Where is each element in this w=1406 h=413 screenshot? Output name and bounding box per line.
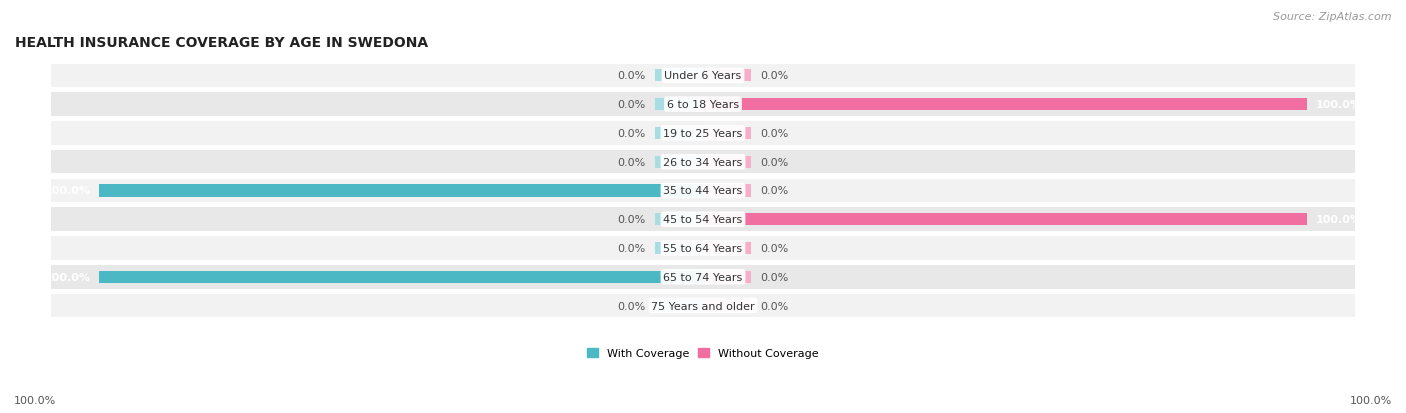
Text: 100.0%: 100.0% (45, 272, 90, 282)
Text: 19 to 25 Years: 19 to 25 Years (664, 128, 742, 139)
Text: 0.0%: 0.0% (761, 128, 789, 139)
Bar (655, 242, 703, 254)
Text: 0.0%: 0.0% (761, 272, 789, 282)
Text: 0.0%: 0.0% (617, 71, 645, 81)
Bar (703, 156, 751, 169)
Bar (655, 300, 703, 312)
Bar (51, 151, 1355, 174)
Bar (703, 271, 751, 283)
Bar (51, 64, 1355, 88)
Bar (51, 122, 1355, 145)
Text: HEALTH INSURANCE COVERAGE BY AGE IN SWEDONA: HEALTH INSURANCE COVERAGE BY AGE IN SWED… (15, 36, 427, 50)
Bar (703, 128, 751, 140)
Text: 0.0%: 0.0% (617, 100, 645, 110)
Bar (51, 208, 1355, 231)
Bar (100, 271, 703, 283)
Text: 100.0%: 100.0% (1350, 395, 1392, 405)
Text: Source: ZipAtlas.com: Source: ZipAtlas.com (1274, 12, 1392, 22)
Bar (655, 70, 703, 82)
Bar (703, 99, 1306, 111)
Bar (655, 99, 703, 111)
Text: 100.0%: 100.0% (1316, 100, 1361, 110)
Bar (655, 156, 703, 169)
Bar (703, 185, 751, 197)
Bar (51, 93, 1355, 117)
Text: 0.0%: 0.0% (617, 128, 645, 139)
Text: 75 Years and older: 75 Years and older (651, 301, 755, 311)
Bar (100, 185, 703, 197)
Text: 0.0%: 0.0% (761, 301, 789, 311)
Text: 6 to 18 Years: 6 to 18 Years (666, 100, 740, 110)
Legend: With Coverage, Without Coverage: With Coverage, Without Coverage (582, 344, 824, 363)
Bar (703, 70, 751, 82)
Bar (51, 179, 1355, 203)
Bar (703, 300, 751, 312)
Bar (703, 242, 751, 254)
Text: 0.0%: 0.0% (617, 301, 645, 311)
Bar (703, 214, 1306, 226)
Text: 0.0%: 0.0% (761, 157, 789, 167)
Bar (655, 128, 703, 140)
Bar (655, 214, 703, 226)
Text: 0.0%: 0.0% (761, 186, 789, 196)
Text: Under 6 Years: Under 6 Years (665, 71, 741, 81)
Text: 45 to 54 Years: 45 to 54 Years (664, 215, 742, 225)
Bar (51, 237, 1355, 260)
Text: 0.0%: 0.0% (617, 157, 645, 167)
Text: 100.0%: 100.0% (45, 186, 90, 196)
Text: 26 to 34 Years: 26 to 34 Years (664, 157, 742, 167)
Text: 0.0%: 0.0% (761, 71, 789, 81)
Text: 65 to 74 Years: 65 to 74 Years (664, 272, 742, 282)
Text: 0.0%: 0.0% (761, 243, 789, 253)
Text: 0.0%: 0.0% (617, 243, 645, 253)
Bar (51, 265, 1355, 289)
Text: 0.0%: 0.0% (617, 215, 645, 225)
Text: 35 to 44 Years: 35 to 44 Years (664, 186, 742, 196)
Text: 55 to 64 Years: 55 to 64 Years (664, 243, 742, 253)
Text: 100.0%: 100.0% (14, 395, 56, 405)
Text: 100.0%: 100.0% (1316, 215, 1361, 225)
Bar (51, 294, 1355, 318)
